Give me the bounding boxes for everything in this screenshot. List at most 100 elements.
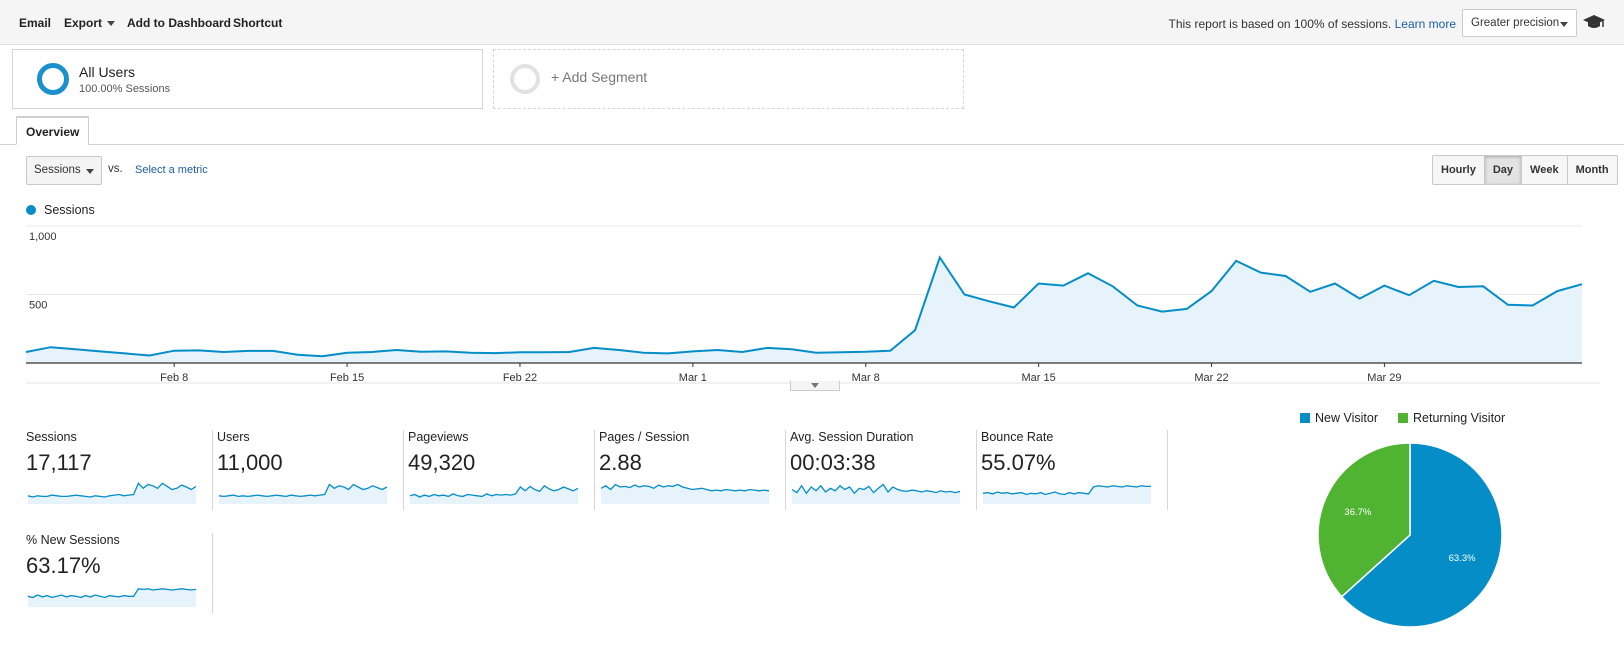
- x-tick-label: Mar 15: [1022, 372, 1056, 384]
- y-tick-label: 500: [29, 300, 47, 312]
- sparkline-area: [28, 483, 196, 504]
- metric-name: Users: [217, 430, 250, 444]
- legend-sessions-dot: [26, 205, 36, 215]
- pie-legend-new-label: New Visitor: [1315, 411, 1378, 425]
- card-divider: [212, 430, 213, 510]
- precision-dropdown[interactable]: Greater precision: [1462, 9, 1577, 37]
- x-tick-label: Feb 22: [503, 372, 537, 384]
- interval-week-button[interactable]: Week: [1521, 156, 1567, 184]
- segment-title: All Users: [79, 64, 136, 80]
- x-tick-label: Mar 1: [679, 372, 707, 384]
- metric-card[interactable]: Pages / Session 2.88: [599, 430, 779, 510]
- chevron-down-icon: [811, 383, 819, 388]
- metric-card[interactable]: Avg. Session Duration 00:03:38: [790, 430, 970, 510]
- metric-value: 55.07%: [981, 450, 1056, 475]
- report-toolbar: Email Export Add to Dashboard Shortcut T…: [0, 0, 1624, 45]
- metric-card[interactable]: Bounce Rate 55.07%: [981, 430, 1161, 510]
- card-divider: [594, 430, 595, 510]
- metric-name: Pageviews: [408, 430, 469, 444]
- metric-name: Avg. Session Duration: [790, 430, 914, 444]
- sampling-note: This report is based on 100% of sessions…: [1168, 17, 1456, 31]
- add-to-dashboard-button[interactable]: Add to Dashboard: [127, 16, 231, 30]
- x-tick-label: Feb 8: [160, 372, 188, 384]
- interval-toggle: Hourly Day Week Month: [1432, 155, 1618, 185]
- sessions-area: [26, 257, 1582, 363]
- x-tick-label: Mar 22: [1194, 372, 1228, 384]
- pie-legend-new: New Visitor: [1300, 411, 1378, 425]
- interval-month-button[interactable]: Month: [1566, 156, 1617, 184]
- metric-sparkline: [219, 483, 387, 504]
- graduation-cap-icon[interactable]: [1582, 13, 1606, 31]
- metric-value: 17,117: [26, 450, 92, 475]
- metric-name: Pages / Session: [599, 430, 690, 444]
- shortcut-button[interactable]: Shortcut: [233, 16, 283, 30]
- chart-resize-handle[interactable]: [790, 381, 840, 391]
- segment-ring-icon: [510, 64, 540, 94]
- sparkline-line: [219, 483, 387, 498]
- metric-sparkline: [410, 484, 578, 504]
- pie-slice[interactable]: [1340, 442, 1503, 628]
- card-divider: [403, 430, 404, 510]
- metric-card[interactable]: % New Sessions 63.17%: [26, 533, 206, 613]
- metric-card[interactable]: Pageviews 49,320: [408, 430, 588, 510]
- metric-name: Sessions: [26, 430, 77, 444]
- sparkline-line: [601, 483, 769, 492]
- select-metric-link[interactable]: Select a metric: [135, 164, 208, 176]
- pie-slice[interactable]: [1317, 442, 1411, 598]
- card-divider: [1167, 430, 1168, 510]
- precision-label: Greater precision: [1471, 17, 1560, 29]
- segment-all-users[interactable]: All Users 100.00% Sessions: [12, 49, 483, 109]
- add-segment-button[interactable]: + Add Segment: [493, 49, 964, 109]
- add-segment-label: + Add Segment: [551, 69, 648, 85]
- card-divider: [212, 533, 213, 613]
- metric-value: 63.17%: [26, 553, 101, 578]
- interval-day-button[interactable]: Day: [1483, 156, 1522, 184]
- pie-legend-returning: Returning Visitor: [1398, 411, 1505, 425]
- x-tick-label: Mar 8: [852, 372, 880, 384]
- tab-divider: [0, 144, 1624, 145]
- metric-dropdown[interactable]: Sessions: [26, 156, 102, 185]
- sparkline-area: [219, 484, 387, 504]
- chevron-down-icon: [1560, 22, 1568, 27]
- legend-swatch: [1398, 413, 1408, 423]
- metric-sparkline: [792, 483, 960, 504]
- learn-more-link[interactable]: Learn more: [1394, 17, 1456, 31]
- metric-sparkline: [28, 482, 196, 504]
- metric-name: % New Sessions: [26, 533, 120, 547]
- pie-slice-label: 63.3%: [1449, 553, 1476, 564]
- vs-label: vs.: [108, 163, 123, 175]
- y-tick-label: 1,000: [29, 231, 57, 243]
- metric-dropdown-label: Sessions: [34, 164, 81, 176]
- email-button[interactable]: Email: [19, 16, 52, 30]
- sparkline-area: [28, 588, 196, 607]
- export-label: Export: [64, 16, 103, 30]
- chevron-down-icon: [86, 169, 94, 174]
- chevron-down-icon: [107, 21, 116, 27]
- sparkline-line: [28, 482, 196, 498]
- sparkline-line: [410, 484, 578, 498]
- card-divider: [785, 430, 786, 510]
- metric-card[interactable]: Users 11,000: [217, 430, 397, 510]
- metric-card[interactable]: Sessions 17,117: [26, 430, 206, 510]
- sparkline-area: [983, 485, 1151, 504]
- pie-legend-returning-label: Returning Visitor: [1413, 411, 1506, 425]
- pie-slice-label: 36.7%: [1344, 507, 1371, 518]
- x-tick-label: Feb 15: [330, 372, 364, 384]
- sparkline-line: [792, 483, 960, 495]
- segment-ring-icon: [37, 63, 69, 95]
- visitor-type-pie-chart[interactable]: 63.3% 36.7%: [1310, 440, 1510, 640]
- legend-swatch: [1300, 413, 1310, 423]
- interval-hourly-button[interactable]: Hourly: [1441, 164, 1476, 176]
- legend-sessions-label: Sessions: [44, 203, 95, 217]
- tab-overview[interactable]: Overview: [16, 116, 90, 145]
- card-divider: [976, 430, 977, 510]
- export-menu[interactable]: Export: [64, 16, 116, 30]
- sessions-line-chart[interactable]: 1,000 500 Feb 8 Feb 15 Feb 22 Mar 1 Mar 8 Mar 1…: [0, 218, 1624, 388]
- metric-name: Bounce Rate: [981, 430, 1054, 444]
- x-tick-label: Mar 29: [1367, 372, 1401, 384]
- sampling-note-text: This report is based on 100% of sessions…: [1168, 17, 1392, 31]
- sparkline-line: [28, 588, 196, 599]
- metric-sparkline: [28, 588, 196, 607]
- sparkline-area: [792, 484, 960, 504]
- sparkline-area: [601, 484, 769, 504]
